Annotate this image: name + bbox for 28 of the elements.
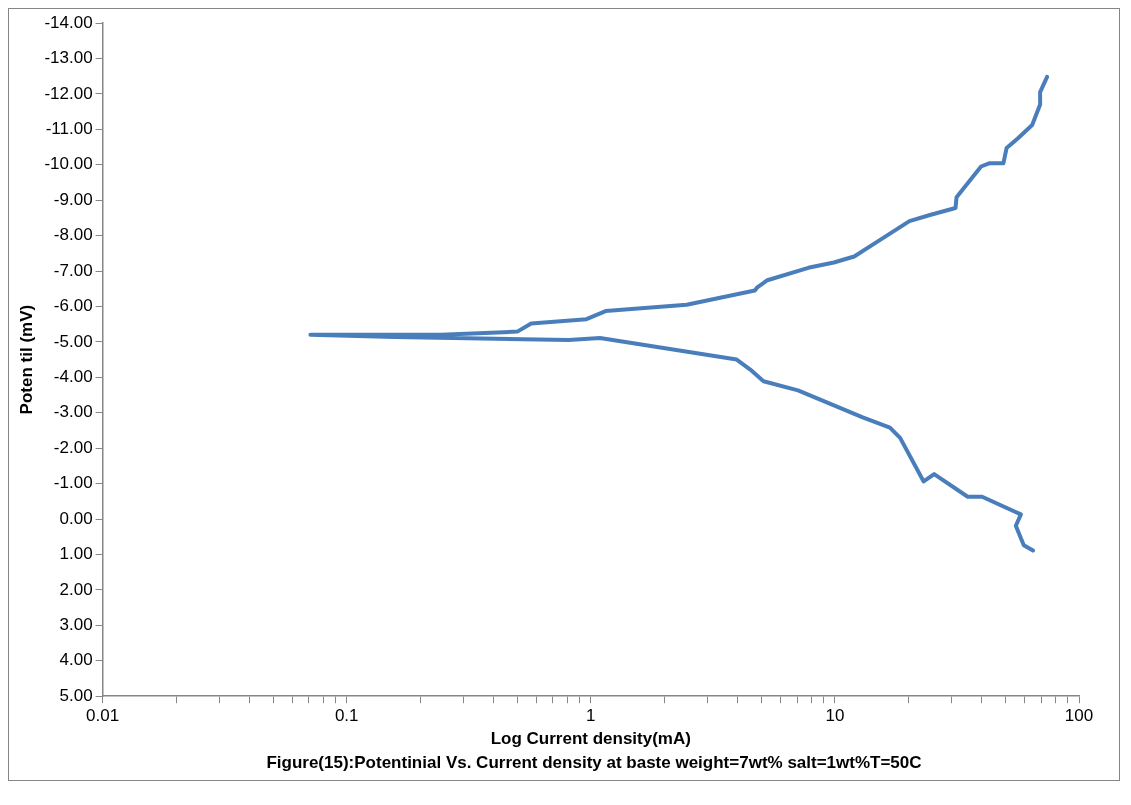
y-tick-label: -13.00 (44, 48, 93, 68)
y-tick-label: -9.00 (53, 189, 93, 209)
y-axis-title: Poten til (mV) (16, 304, 36, 415)
y-tick-label: 1.00 (59, 544, 93, 564)
y-tick-label: 5.00 (59, 685, 93, 705)
y-tick-label: -12.00 (44, 83, 93, 103)
x-tick-label: 10 (825, 706, 845, 726)
x-tick-label: 0.1 (334, 706, 359, 726)
y-tick-label: 0.00 (59, 508, 93, 528)
x-tick-label: 0.01 (86, 706, 120, 726)
y-tick-label: 4.00 (59, 650, 93, 670)
y-tick-label: -14.00 (44, 12, 93, 32)
y-tick-label: -10.00 (44, 154, 93, 174)
y-tick-label: -6.00 (53, 296, 93, 316)
y-tick-label: -11.00 (45, 118, 93, 138)
x-tick-label: 1 (586, 706, 596, 726)
y-tick-label: -5.00 (53, 331, 93, 351)
y-tick-label: 2.00 (59, 579, 93, 599)
text: Figure(15):Potentinial Vs. Current density at baste weight=7wt% salt=1wt%T=50C (265, 752, 923, 774)
y-tick-label: -8.00 (53, 225, 93, 245)
y-tick-label: -2.00 (53, 437, 93, 457)
y-tick-label: -1.00 (53, 473, 93, 493)
y-tick-label: 3.00 (59, 615, 93, 635)
y-tick-label: -3.00 (53, 402, 93, 422)
y-tick-label: -4.00 (53, 367, 93, 386)
y-tick-label: -7.00 (53, 260, 93, 280)
x-tick-label: 100 (1064, 706, 1094, 726)
x-axis-title: Log Current density(mA) (490, 729, 691, 749)
